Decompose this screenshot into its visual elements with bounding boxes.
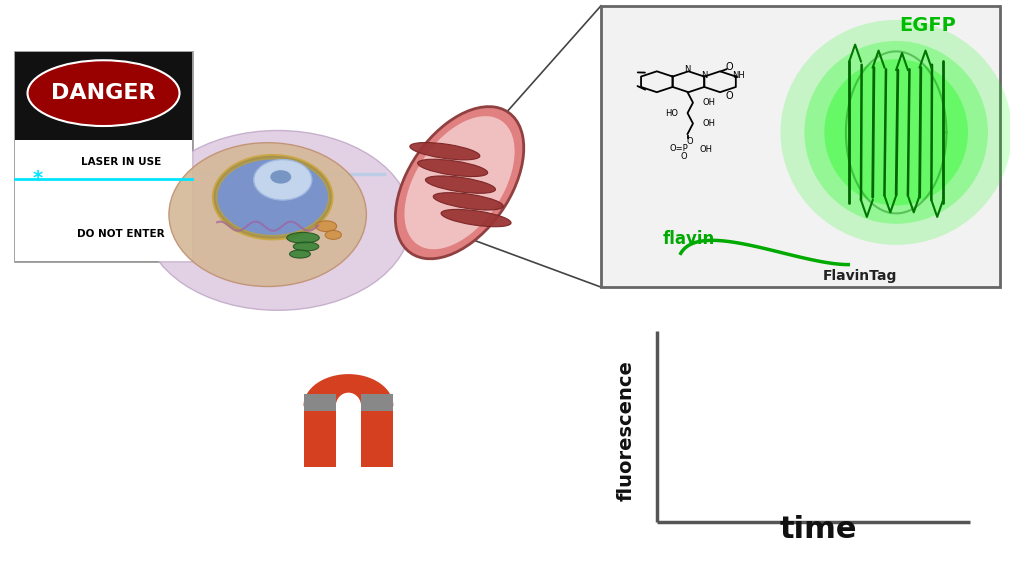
- Text: N: N: [701, 71, 707, 80]
- Polygon shape: [303, 374, 394, 406]
- Ellipse shape: [404, 116, 515, 249]
- Text: NH: NH: [732, 71, 744, 80]
- Ellipse shape: [27, 60, 180, 126]
- Bar: [15, 52, 192, 261]
- Text: HO: HO: [665, 108, 678, 118]
- Bar: [303, 406, 336, 467]
- Text: O=P: O=P: [669, 144, 688, 153]
- Bar: [601, 6, 1000, 287]
- Text: N: N: [685, 65, 691, 74]
- Bar: [15, 52, 192, 140]
- Ellipse shape: [316, 221, 336, 231]
- Text: O: O: [681, 153, 687, 161]
- Text: OH: OH: [699, 145, 712, 154]
- Bar: [15, 140, 192, 261]
- Text: O: O: [725, 92, 733, 102]
- Ellipse shape: [417, 160, 488, 176]
- Ellipse shape: [433, 193, 503, 210]
- Ellipse shape: [254, 160, 312, 200]
- Ellipse shape: [804, 41, 988, 224]
- Text: OH: OH: [703, 119, 716, 128]
- Text: DO NOT ENTER: DO NOT ENTER: [78, 229, 165, 240]
- Ellipse shape: [410, 143, 480, 160]
- Text: *: *: [33, 169, 43, 188]
- Bar: [362, 406, 394, 467]
- Ellipse shape: [425, 176, 496, 193]
- Ellipse shape: [293, 242, 319, 251]
- Text: DANGER: DANGER: [52, 82, 156, 103]
- Text: O: O: [725, 62, 733, 72]
- Ellipse shape: [441, 209, 511, 227]
- Ellipse shape: [144, 130, 411, 310]
- Text: OH: OH: [703, 98, 716, 107]
- Ellipse shape: [325, 230, 341, 240]
- Ellipse shape: [215, 157, 331, 238]
- Bar: [362, 394, 394, 411]
- Ellipse shape: [169, 143, 367, 287]
- Text: EGFP: EGFP: [900, 16, 956, 35]
- Bar: [303, 394, 336, 411]
- Text: FlavinTag: FlavinTag: [823, 269, 898, 283]
- Ellipse shape: [290, 250, 310, 258]
- Ellipse shape: [395, 107, 524, 259]
- Text: flavin: flavin: [663, 230, 715, 248]
- Text: time: time: [780, 515, 857, 544]
- Ellipse shape: [781, 20, 1010, 245]
- Ellipse shape: [271, 170, 291, 184]
- Text: O: O: [686, 137, 693, 146]
- Ellipse shape: [287, 233, 319, 243]
- Ellipse shape: [824, 59, 968, 205]
- Text: fluorescence: fluorescence: [617, 360, 635, 501]
- Text: LASER IN USE: LASER IN USE: [81, 157, 162, 166]
